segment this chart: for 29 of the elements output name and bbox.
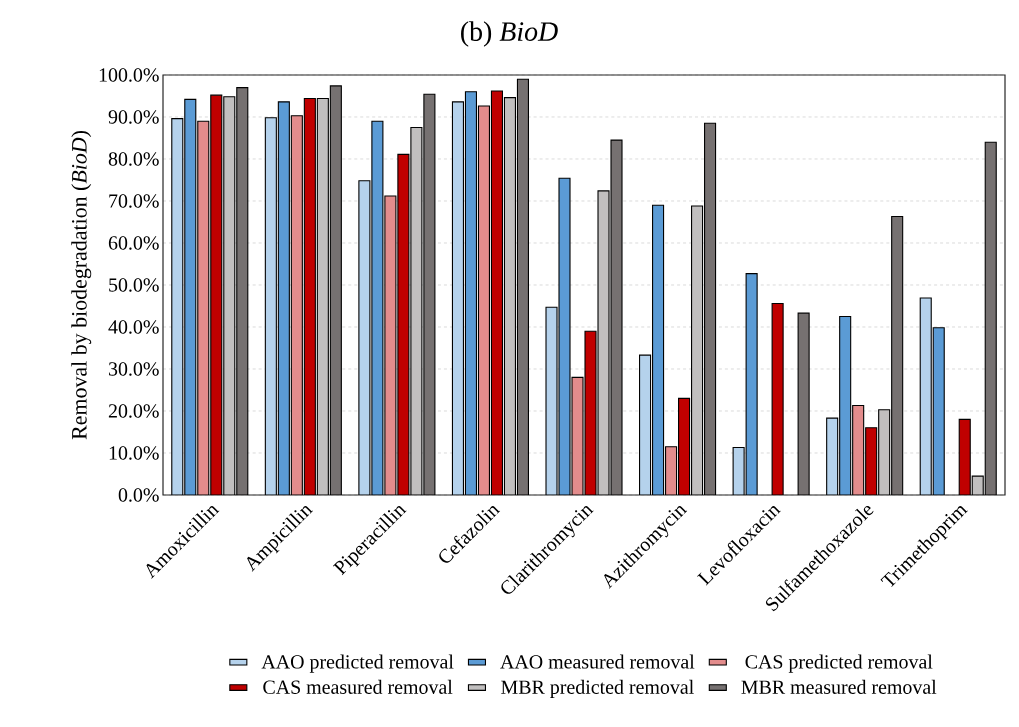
bar [891, 215, 904, 495]
bar [236, 87, 249, 495]
y-tick-label: 90.0% [108, 110, 159, 124]
y-tick-label: 30.0% [108, 362, 159, 376]
legend-label: CAS measured removal [263, 679, 453, 694]
legend-label: MBR measured removal [741, 679, 937, 694]
y-axis-title: Removal by biodegradation (BioD) [71, 131, 92, 440]
y-tick-label: 50.0% [109, 278, 159, 292]
y-tick-label: 80.0% [108, 152, 159, 166]
legend-label: AAO measured removal [500, 654, 695, 669]
y-tick-label: 100.0% [99, 68, 159, 82]
chart-title: (b) BioD [461, 21, 558, 47]
legend-label: MBR predicted removal [501, 679, 694, 698]
bar [477, 105, 490, 495]
y-tick-label: 10.0% [109, 446, 159, 460]
legend-label: AAO predicted removal [261, 654, 454, 673]
bar [197, 120, 210, 495]
y-tick-label: 40.0% [108, 320, 159, 334]
bar [984, 141, 997, 495]
bar [771, 302, 784, 495]
y-tick-label: 60.0% [108, 236, 159, 250]
y-tick-label: 20.0% [108, 404, 159, 418]
bar [516, 78, 529, 495]
y-tick-label: 70.0% [109, 194, 159, 208]
y-tick-label: 0.0% [118, 488, 159, 502]
bar [329, 85, 342, 495]
legend-label: CAS predicted removal [745, 654, 933, 673]
bar [290, 115, 303, 495]
bar [704, 122, 717, 495]
